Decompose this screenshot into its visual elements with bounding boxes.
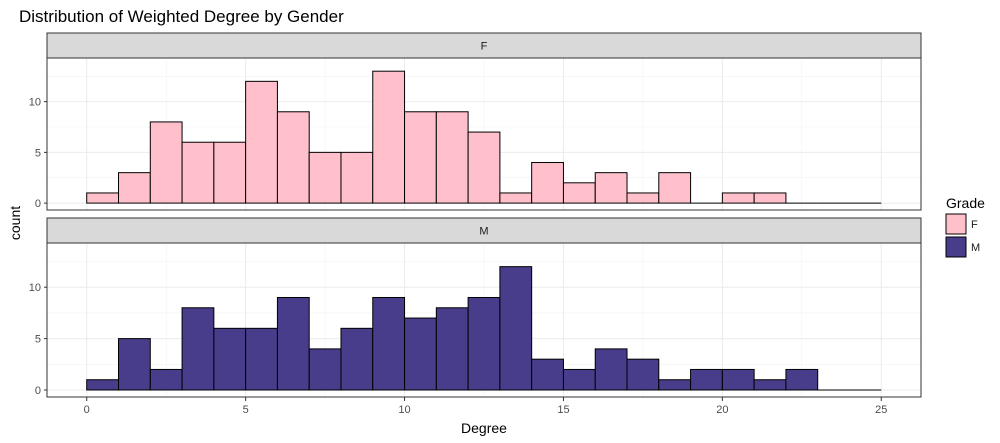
histogram-bar — [245, 327, 278, 391]
histogram-bar — [753, 192, 787, 204]
histogram-bar — [404, 111, 437, 204]
histogram-bar — [499, 266, 533, 391]
y-tick-label: 10 — [29, 97, 41, 109]
histogram-bar — [213, 327, 247, 391]
histogram-bar — [276, 111, 310, 204]
histogram-bar — [435, 111, 469, 204]
histogram-bar — [372, 70, 406, 204]
histogram-bar — [467, 131, 501, 204]
histogram-bar — [340, 327, 374, 391]
histogram-bar — [690, 368, 723, 391]
histogram-bar — [721, 192, 755, 204]
histogram-bar — [435, 307, 469, 391]
histogram-bar — [499, 192, 533, 204]
legend-key-F — [945, 213, 967, 235]
facet-panel-M: M 0 5 10 — [29, 217, 922, 398]
y-axis: 0 5 10 — [29, 282, 47, 397]
panel-border — [46, 242, 922, 398]
histogram-bar — [308, 151, 342, 204]
histogram-bar — [149, 121, 183, 204]
histogram-bar — [531, 358, 564, 391]
histogram-bar — [785, 368, 819, 391]
x-tick-label: 0 — [84, 404, 90, 416]
x-tick-label: 20 — [716, 404, 728, 416]
legend-label-M: M — [971, 242, 980, 254]
legend-entries: FM — [945, 213, 980, 258]
panel-border — [46, 57, 922, 211]
histogram-bar — [372, 296, 406, 391]
histogram-bar — [86, 379, 120, 391]
histogram-bar — [626, 192, 660, 204]
histogram-bar — [721, 368, 755, 391]
histogram-bar — [531, 162, 564, 204]
facet-strip-bg — [46, 32, 922, 59]
histogram-bar — [753, 379, 787, 391]
histogram-bar — [562, 368, 596, 391]
histogram-bar — [467, 296, 501, 391]
histogram-bar — [181, 307, 215, 391]
x-axis: 0 5 10 15 20 25 — [84, 397, 887, 416]
histogram-bar — [118, 172, 151, 204]
facet-panel-F: F 0 5 10 — [29, 32, 922, 211]
histogram-bar — [308, 348, 342, 391]
histogram-bar — [594, 172, 628, 204]
x-tick-label: 25 — [875, 404, 887, 416]
histogram-bar — [276, 296, 310, 391]
histogram-bar — [658, 379, 692, 391]
y-axis: 0 5 10 — [29, 97, 47, 210]
histogram-bar — [658, 172, 692, 204]
histogram-bar — [562, 182, 596, 204]
histogram-bars — [86, 70, 882, 204]
histogram-bar — [181, 141, 215, 204]
facet-strip-label: M — [479, 226, 488, 238]
histogram-bar — [149, 368, 183, 391]
y-tick-label: 5 — [35, 334, 41, 346]
x-tick-label: 5 — [243, 404, 249, 416]
y-tick-label: 0 — [35, 198, 41, 210]
x-tick-label: 15 — [557, 404, 569, 416]
histogram-bars — [86, 266, 882, 391]
facet-strip-bg — [46, 217, 922, 244]
chart-title: Distribution of Weighted Degree by Gende… — [19, 7, 344, 26]
histogram-bar — [118, 338, 151, 391]
y-tick-label: 10 — [29, 282, 41, 294]
histogram-bar — [626, 358, 660, 391]
legend-label-F: F — [971, 219, 978, 231]
histogram-bar — [213, 141, 247, 204]
legend: Grade FM — [945, 195, 985, 258]
histogram-bar — [86, 192, 120, 204]
histogram-bar — [245, 80, 278, 204]
y-axis-title: count — [7, 206, 23, 240]
y-tick-label: 5 — [35, 147, 41, 159]
facet-strip-label: F — [481, 41, 488, 53]
facet-panels: F 0 5 10 M 0 5 10 — [29, 32, 922, 398]
legend-key-M — [945, 236, 967, 258]
legend-title: Grade — [946, 195, 985, 211]
x-tick-label: 10 — [398, 404, 410, 416]
y-tick-label: 0 — [35, 385, 41, 397]
histogram-bar — [594, 348, 628, 391]
histogram-bar — [404, 317, 437, 391]
histogram-bar — [340, 151, 374, 204]
x-axis-title: Degree — [461, 420, 507, 436]
